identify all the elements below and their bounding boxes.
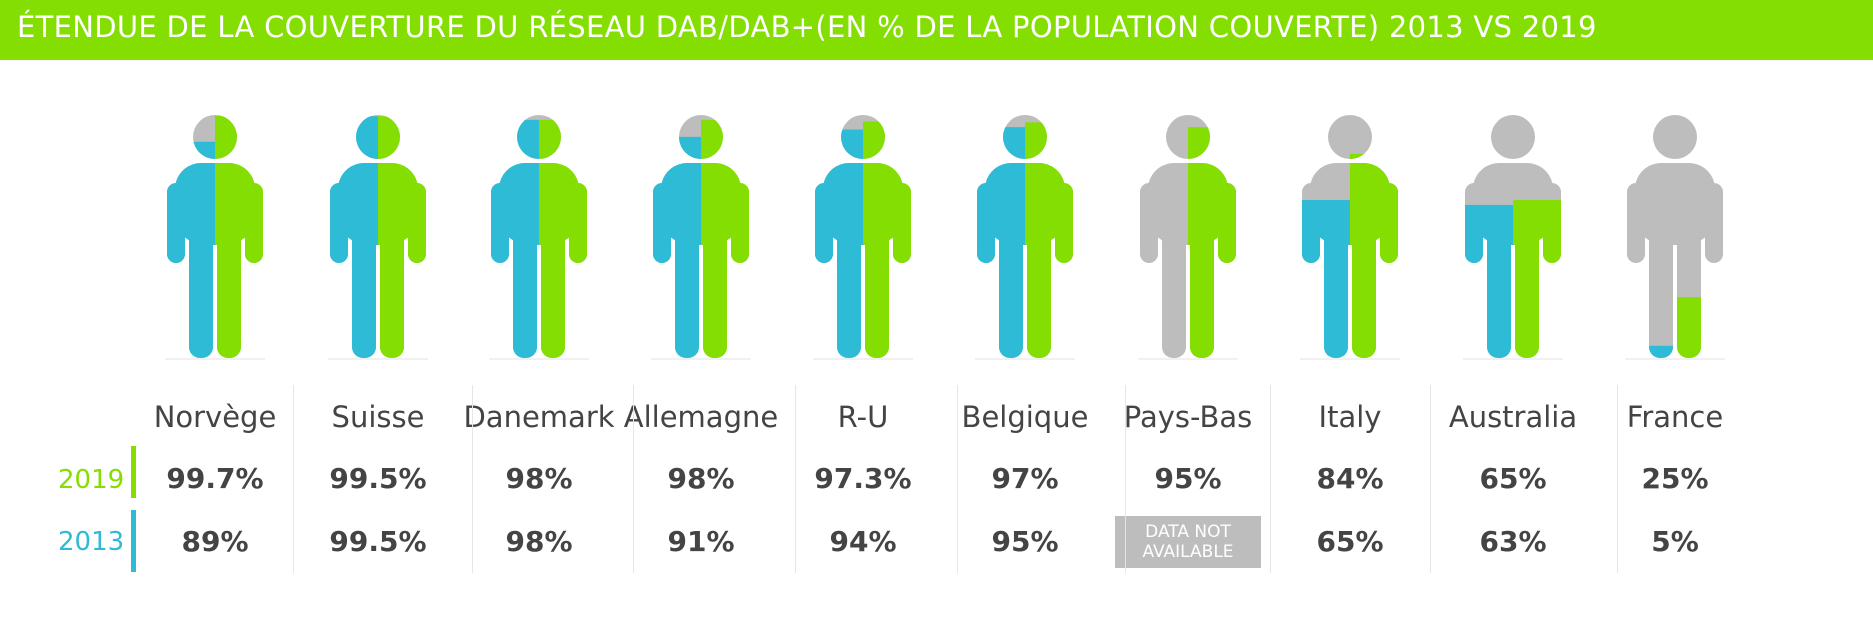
coverage-2019-fill [1025, 122, 1073, 358]
country-label: R-U [837, 400, 889, 434]
person-figure [815, 115, 911, 358]
value-2013: 98% [505, 525, 573, 558]
value-2013: 5% [1651, 525, 1699, 558]
person-figure [1302, 115, 1398, 358]
person-figure [1627, 115, 1723, 358]
uncovered-fill [1627, 115, 1723, 358]
country-label: Allemagne [623, 400, 779, 434]
legend-2013-bar [131, 510, 136, 572]
person-figure [330, 115, 426, 358]
coverage-2013-fill [1302, 200, 1350, 358]
coverage-2019-fill [539, 119, 587, 358]
value-2019: 97% [991, 462, 1059, 495]
legend-2019: 2019 [58, 465, 125, 495]
column-divider [472, 385, 473, 573]
person-figure [491, 115, 587, 358]
value-2013: 65% [1316, 525, 1384, 558]
country-label: Italy [1318, 400, 1382, 434]
data-not-available-badge: DATA NOT AVAILABLE [1115, 516, 1261, 568]
country-label: France [1626, 400, 1724, 434]
value-2019: 98% [505, 462, 573, 495]
column-divider [1617, 385, 1618, 573]
chart-title: ÉTENDUE DE LA COUVERTURE DU RÉSEAU DAB/D… [17, 10, 1597, 44]
country-label: Suisse [331, 400, 425, 434]
value-2019: 95% [1154, 462, 1222, 495]
value-2019: 97.3% [814, 462, 912, 495]
value-2019: 65% [1479, 462, 1547, 495]
coverage-2013-fill [977, 127, 1025, 358]
coverage-2013-fill [491, 119, 539, 358]
person-figure [1140, 115, 1236, 358]
legend-2013: 2013 [58, 527, 125, 557]
coverage-2013-fill [653, 136, 701, 358]
value-2019: 99.5% [329, 462, 427, 495]
country-label: Danemark [463, 400, 615, 434]
coverage-2019-fill [215, 115, 263, 358]
coverage-2019-fill [701, 119, 749, 358]
coverage-2013-fill [1627, 345, 1675, 358]
country-label: Belgique [961, 400, 1089, 434]
value-2013: 94% [829, 525, 897, 558]
value-2013: 63% [1479, 525, 1547, 558]
column-divider [1270, 385, 1271, 573]
coverage-2013-fill [330, 116, 378, 358]
coverage-2019-fill [1513, 200, 1561, 358]
coverage-2019-fill [378, 116, 426, 358]
column-divider [957, 385, 958, 573]
person-figure [1465, 115, 1561, 358]
value-2013: 89% [181, 525, 249, 558]
title-bar: ÉTENDUE DE LA COUVERTURE DU RÉSEAU DAB/D… [0, 0, 1873, 60]
value-2019: 84% [1316, 462, 1384, 495]
country-label: Pays-Bas [1123, 400, 1253, 434]
coverage-2019-fill [1675, 297, 1723, 358]
coverage-2013-fill [1465, 204, 1513, 358]
column-divider [1430, 385, 1431, 573]
coverage-2019-fill [1350, 153, 1398, 358]
column-divider [1125, 385, 1126, 573]
value-2013: 91% [667, 525, 735, 558]
person-figure [167, 115, 263, 358]
person-figure [653, 115, 749, 358]
person-figure [977, 115, 1073, 358]
column-divider [795, 385, 796, 573]
value-2019: 98% [667, 462, 735, 495]
country-label: Norvège [153, 400, 277, 434]
value-2013: 95% [991, 525, 1059, 558]
coverage-2013-fill [815, 129, 863, 358]
coverage-2019-fill [1188, 127, 1236, 358]
column-divider [633, 385, 634, 573]
country-label: Australia [1448, 400, 1578, 434]
legend-2019-bar [131, 446, 136, 498]
coverage-2013-fill [167, 141, 215, 358]
column-divider [293, 385, 294, 573]
value-2013: 99.5% [329, 525, 427, 558]
value-2019: 25% [1641, 462, 1709, 495]
coverage-2019-fill [863, 121, 911, 358]
people-pictogram-chart [165, 115, 1725, 360]
value-2019: 99.7% [166, 462, 264, 495]
